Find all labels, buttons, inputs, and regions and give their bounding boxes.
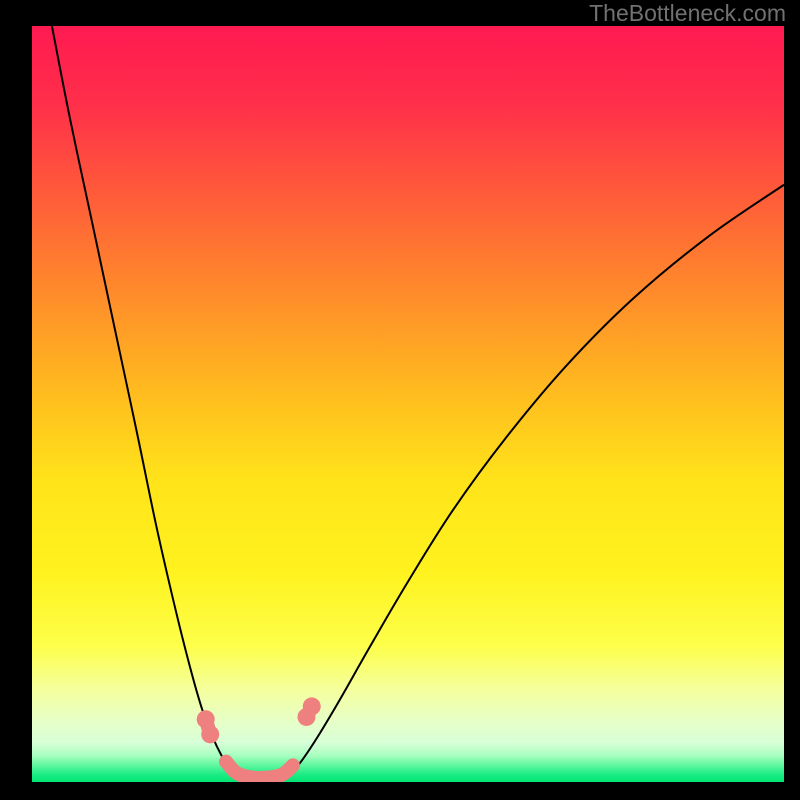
marker-left-pair-dot-1: [201, 725, 219, 743]
plot-background: [32, 26, 784, 782]
watermark-text: TheBottleneck.com: [589, 0, 786, 27]
chart-plot-area: [32, 26, 784, 782]
marker-right-pair-dot-1: [303, 697, 321, 715]
chart-svg: [32, 26, 784, 782]
